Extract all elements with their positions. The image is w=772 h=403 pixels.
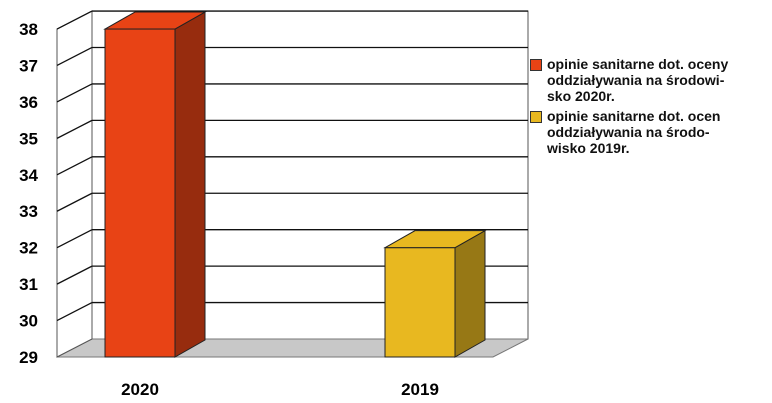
x-tick-label: 2020 [121,380,159,399]
bar-side [454,229,486,358]
legend: opinie sanitarne dot. oceny oddziaływani… [530,56,770,160]
gridline-side [56,10,93,30]
y-tick-label: 33 [19,202,38,221]
y-tick-label: 38 [19,20,38,39]
y-tick-label: 30 [19,312,38,331]
y-tick-label: 37 [19,56,38,75]
y-tick-label: 31 [19,275,38,294]
bar-top [383,230,487,249]
bars [103,11,487,358]
y-tick-label: 36 [19,93,38,112]
y-axis-ticks: 29 30 31 32 33 34 35 36 37 38 [19,20,38,367]
legend-label-line: oddziaływania na środowi- [547,72,725,88]
legend-label-line: opinie sanitarne dot. ocen [547,108,721,124]
legend-swatch-2019 [530,111,542,123]
bar-top [103,11,207,30]
bar-side [174,11,206,358]
gridline-side [56,265,93,285]
legend-swatch-2020 [530,59,542,71]
y-tick-label: 29 [19,348,38,367]
bar-front [384,247,456,358]
legend-label-line: opinie sanitarne dot. oceny [547,56,729,72]
gridline-side [56,229,93,249]
x-axis-labels: 2020 2019 [121,380,439,399]
legend-label-line: wisko 2019r. [547,140,630,156]
gridline-side [56,83,93,103]
x-tick-label: 2019 [401,380,439,399]
y-tick-label: 32 [19,239,38,258]
legend-item-2019: opinie sanitarne dot. ocen oddziaływania… [530,108,770,156]
legend-label-line: sko 2020r. [547,88,615,104]
gridline-side [56,119,93,139]
legend-label-line: oddziaływania na środo- [547,124,710,140]
gridline-side [56,192,93,212]
gridline-side [56,46,93,67]
gridline-side [56,301,93,322]
y-tick-label: 34 [19,166,38,185]
bar-front [104,28,176,358]
legend-item-2020: opinie sanitarne dot. oceny oddziaływani… [530,56,770,104]
y-tick-label: 35 [19,129,38,148]
gridline-side [56,156,93,176]
